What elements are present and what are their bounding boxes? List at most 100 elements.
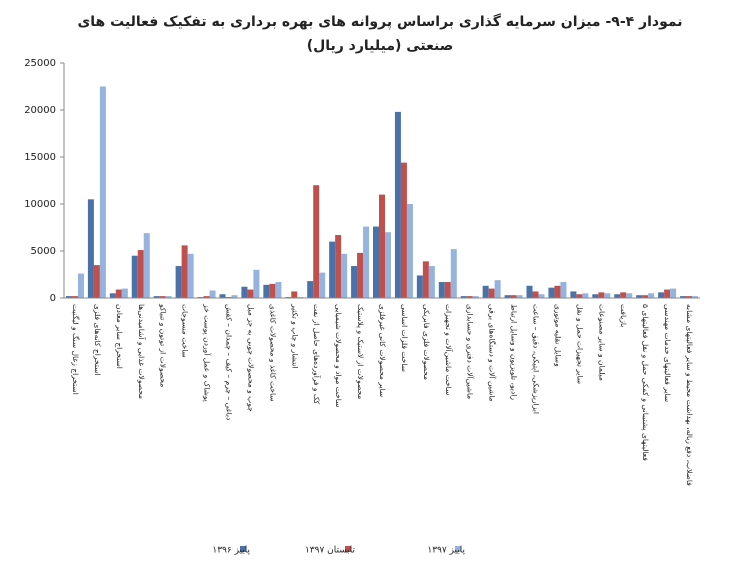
bar <box>460 296 467 298</box>
legend-label: پاییز ۱۳۹۶ <box>212 546 250 556</box>
bar <box>538 294 545 298</box>
bar <box>604 293 611 298</box>
y-tick-label: 5000 <box>31 246 56 257</box>
bar <box>416 275 423 298</box>
bar <box>428 266 435 298</box>
bar <box>93 265 100 298</box>
bar <box>620 292 627 298</box>
bar <box>131 255 138 298</box>
bar <box>438 282 445 298</box>
x-tick-label: پوشاک و عمل آوردن پوست خز <box>203 303 213 402</box>
x-tick-label: سایر محصولات کانی غیرفلزی <box>378 304 387 397</box>
bar <box>670 288 677 298</box>
bar <box>494 280 501 298</box>
bar <box>153 296 160 298</box>
x-tick-label: ساخت کاغذ و محصولات کاغذی <box>268 304 277 402</box>
legend-swatch <box>240 546 246 552</box>
bar <box>472 296 479 298</box>
bar <box>137 250 144 298</box>
bar <box>680 296 687 298</box>
legend-label: تابستان ۱۳۹۷ <box>305 546 356 556</box>
bar <box>570 291 577 298</box>
bar <box>357 252 364 298</box>
x-tick-label: محصولات غذایی و آشامیدنی‌ها <box>137 304 147 399</box>
bar <box>560 282 567 298</box>
x-tick-label: استخراج سایر معادن <box>115 304 124 369</box>
bar <box>554 285 561 298</box>
bar <box>77 273 84 298</box>
bar <box>526 285 533 298</box>
bar <box>319 272 326 298</box>
bar <box>510 295 517 298</box>
bar <box>385 232 391 298</box>
bar <box>686 296 693 298</box>
bar <box>642 295 649 298</box>
bar <box>99 86 106 298</box>
x-tick-label: محصولات فلزی فابریکی <box>422 304 431 380</box>
bar <box>247 289 254 298</box>
bar <box>291 291 298 298</box>
bar <box>648 293 655 298</box>
bar <box>373 226 379 298</box>
x-tick-label: کک و فرآورده‌های حاصل از نفت <box>312 304 322 405</box>
bar <box>181 245 188 298</box>
y-tick-label: 25000 <box>24 58 56 69</box>
x-tick-label: محصولات از لاستیک و پلاستیک <box>356 304 365 399</box>
bar <box>269 283 276 298</box>
bar <box>444 282 451 298</box>
bar <box>516 295 523 298</box>
bar <box>71 296 78 298</box>
bar <box>219 294 226 298</box>
x-tick-label: دباغی – چرم – کیف – چمدان – کفش <box>224 304 233 420</box>
bar <box>636 295 643 298</box>
bar <box>165 296 172 298</box>
bar <box>253 269 260 298</box>
chart-title: نمودار ۴-۹- میزان سرمایه گذاری براساس پر… <box>77 13 682 30</box>
bar <box>351 266 358 298</box>
x-tick-label: سایر تجهیزات حمل و نقل <box>575 304 584 384</box>
y-tick-label: 15000 <box>24 152 56 163</box>
x-tick-label: ماشین‌آلات دفتری و حسابداری <box>466 304 476 399</box>
legend-swatch <box>345 546 351 552</box>
x-tick-label: فعالیتهای پشتیبانی و کمکی حمل و نقل فعال… <box>641 304 650 461</box>
bar <box>65 296 72 298</box>
bar <box>329 241 336 298</box>
bar <box>363 226 370 298</box>
x-tick-label: بازیافت <box>619 304 628 327</box>
bar <box>504 295 511 298</box>
bar <box>598 292 605 298</box>
x-tick-label: چوب و محصولات چوبی به جز مبل <box>246 304 255 412</box>
bar <box>143 233 150 298</box>
x-tick-label: ماشین آلات و دستگاه‌های برقی <box>488 304 498 402</box>
bar <box>692 296 699 298</box>
bar <box>400 162 407 298</box>
bar <box>482 285 489 298</box>
bar <box>241 286 248 298</box>
bar <box>121 288 128 298</box>
bar <box>209 290 216 298</box>
bar <box>532 291 539 298</box>
bar <box>109 293 116 298</box>
x-tick-label: ساخت فلزات اساسی <box>400 304 409 372</box>
chart-subtitle: صنعتی (میلیارد ریال) <box>307 38 454 54</box>
bar <box>394 111 401 298</box>
bar <box>576 294 583 298</box>
bar <box>159 296 166 298</box>
bar <box>307 281 314 298</box>
x-tick-label: محصولات از توتون و تنباکو <box>159 303 168 387</box>
x-tick-label: وسایل نقلیه موتوری <box>553 304 562 367</box>
x-tick-label: ساخت مواد و محصولات شیمیایی <box>334 304 343 407</box>
x-tick-label: مبلمان و سایر مصنوعات <box>597 304 606 381</box>
x-tick-label: فاضلاب، دفع زباله، بهداشت محیط و سایر فع… <box>685 304 694 486</box>
bar <box>450 249 457 298</box>
bar <box>87 199 94 298</box>
bar <box>187 253 194 298</box>
x-tick-label: ساخت منسوجات <box>181 304 190 358</box>
x-tick-label: رادیو، تلویزیون و وسایل ارتباط <box>510 304 519 400</box>
x-tick-label: ساخت ماشین‌آلات و تجهیزات <box>444 304 454 395</box>
bar <box>175 266 182 298</box>
legend-swatch <box>455 546 461 552</box>
bar <box>488 288 495 298</box>
x-tick-label: ابزارپزشکی، اپتیکی، دقیق – ساعت <box>532 304 541 414</box>
